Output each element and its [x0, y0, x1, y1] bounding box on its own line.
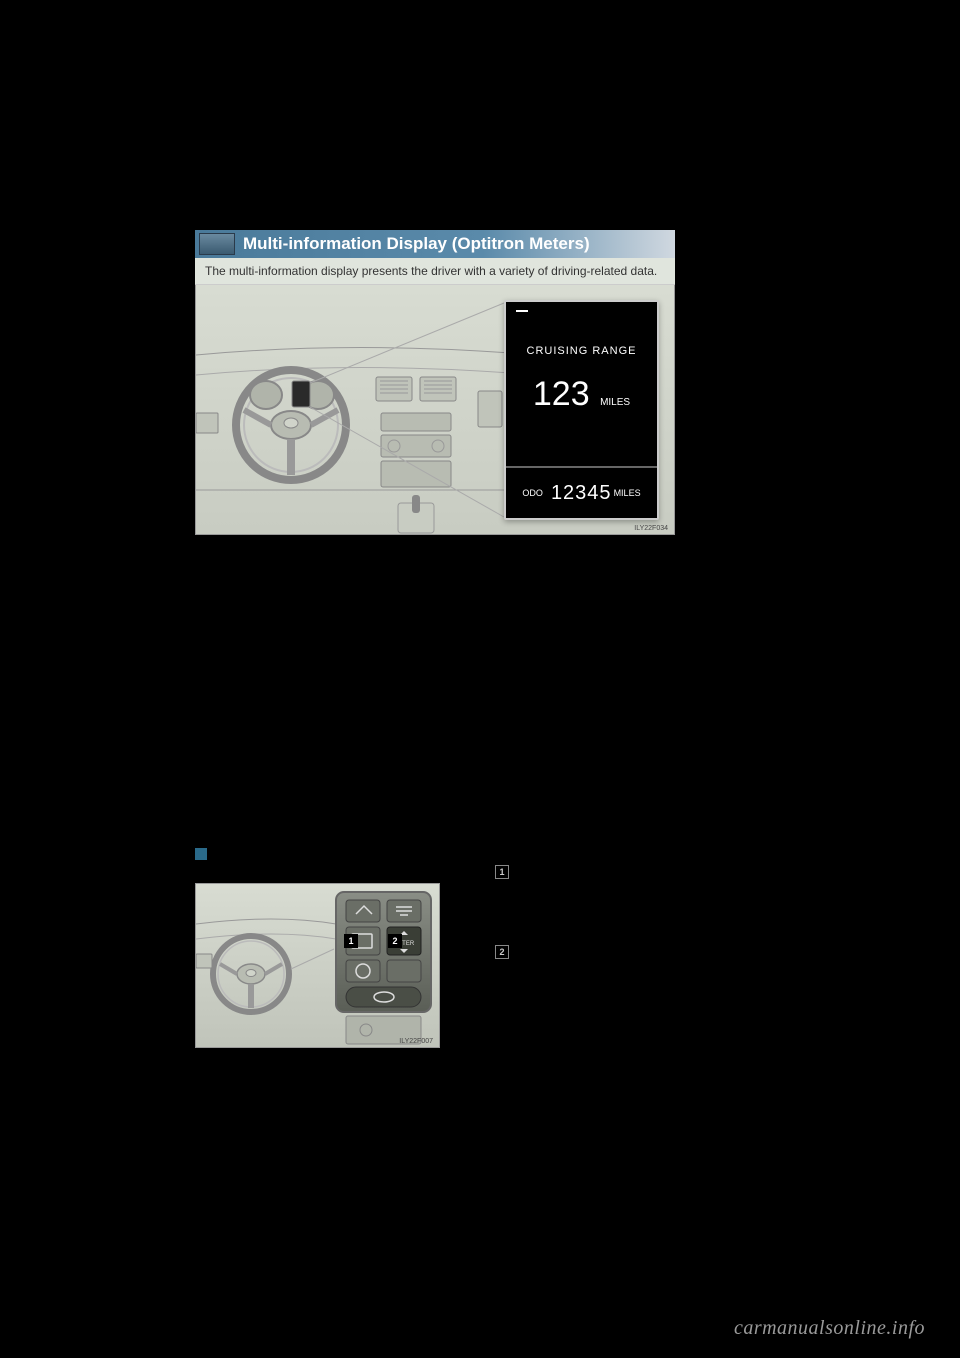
badge-1: 1 [344, 934, 358, 948]
watermark: carmanualsonline.info [734, 1317, 925, 1340]
cruising-range-value-row: 123 MILES [533, 375, 630, 414]
odo-value: 12345 [551, 482, 612, 505]
cruising-range-label: CRUISING RANGE [527, 345, 637, 357]
callout-1: 1 [495, 865, 509, 879]
display-lower-region: ODO 12345 MILES [506, 466, 657, 518]
control-panel-svg: ENTER [196, 884, 440, 1048]
illustration-dashboard: CRUISING RANGE 123 MILES ODO 12345 MILES… [195, 285, 675, 535]
illustration-code-2: ILY22F007 [399, 1038, 433, 1045]
illustration-control-panel: ENTER 1 2 ILY22F007 [195, 883, 440, 1048]
trip-info-section [195, 845, 675, 863]
odo-unit: MILES [614, 488, 641, 498]
callout-2: 2 [495, 945, 509, 959]
section-header: Multi-information Display (Optitron Mete… [195, 230, 675, 258]
cruising-range-value: 123 [533, 375, 590, 413]
illustration-code-1: ILY22F034 [634, 525, 668, 532]
section-marker-icon [195, 848, 207, 860]
odo-label: ODO [522, 488, 543, 498]
badge-2: 2 [388, 934, 402, 948]
dashboard-icon [199, 233, 235, 255]
cruising-range-unit: MILES [600, 397, 630, 408]
section-title: Multi-information Display (Optitron Mete… [243, 234, 590, 254]
display-upper-region: CRUISING RANGE 123 MILES [506, 302, 657, 457]
multi-info-display-panel: CRUISING RANGE 123 MILES ODO 12345 MILES [504, 300, 659, 520]
section-subtitle: The multi-information display presents t… [195, 258, 675, 285]
